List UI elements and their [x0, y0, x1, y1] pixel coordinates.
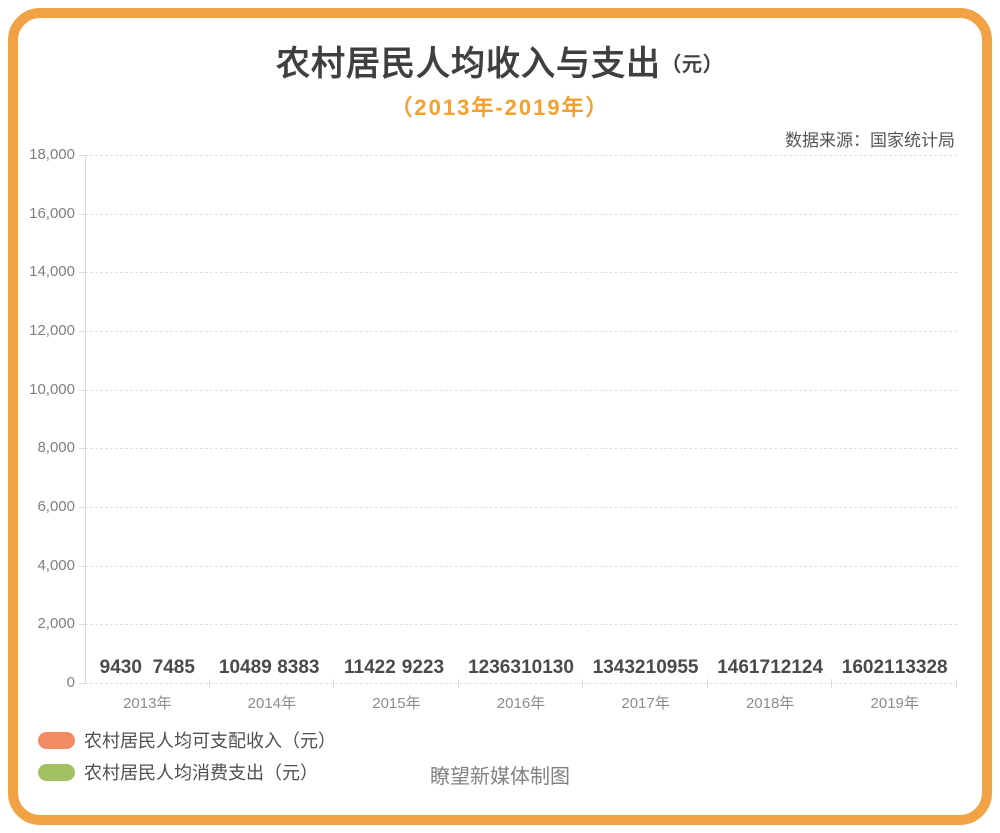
- legend-label-expense: 农村居民人均消费支出（元）: [84, 763, 318, 783]
- expense-value-label: 8383: [277, 657, 320, 678]
- y-axis-label: 6,000: [37, 498, 75, 515]
- expense-value-label: 13328: [894, 657, 948, 678]
- legend-label-income: 农村居民人均可支配收入（元）: [84, 731, 336, 751]
- gridline-2000: [85, 624, 957, 626]
- income-value-label: 14617: [717, 657, 771, 678]
- bar-group: [708, 155, 833, 683]
- gridline-6000: [85, 507, 957, 508]
- gridline-4000: [85, 565, 957, 567]
- category-cell: 11422 9223 2015年: [334, 155, 459, 712]
- expense-color-swatch: [38, 763, 75, 781]
- y-axis-tick: [79, 331, 85, 332]
- x-axis-tick: [457, 679, 459, 688]
- x-axis-label: 2019年: [870, 695, 919, 712]
- x-axis-label: 2015年: [372, 695, 421, 712]
- income-value-label: 9430: [99, 657, 142, 678]
- y-axis-tick: [79, 507, 85, 508]
- value-label-pair: 13432 10955: [583, 657, 708, 679]
- data-source-note: 数据来源：国家统计局: [785, 131, 955, 150]
- y-axis-tick: [79, 624, 85, 626]
- x-axis-tick: [582, 679, 584, 688]
- y-axis-label: 14,000: [29, 263, 75, 281]
- y-axis-label: 18,000: [29, 146, 75, 163]
- x-axis-label: 2014年: [247, 695, 297, 712]
- credit-footer: 瞭望新媒体制图: [430, 766, 570, 788]
- y-axis-tick: [79, 683, 85, 684]
- y-axis-label: 16,000: [29, 204, 75, 222]
- x-axis-label: 2016年: [496, 695, 546, 712]
- bar-group: [459, 155, 584, 683]
- income-color-swatch: [38, 731, 75, 749]
- value-label-pair: 11422 9223: [334, 657, 459, 679]
- expense-value-label: 10955: [645, 657, 699, 678]
- category-cell: 16021 13328 2019年: [832, 155, 957, 712]
- income-value-label: 13432: [592, 657, 646, 678]
- bar-group: [210, 155, 335, 683]
- chart-legend: 农村居民人均可支配收入（元） 农村居民人均消费支出（元）: [38, 729, 336, 793]
- income-value-label: 16021: [841, 657, 895, 678]
- category-cell: 12363 10130 2016年: [459, 155, 584, 712]
- x-axis-tick: [831, 679, 833, 688]
- gridline-12000: [85, 331, 957, 332]
- x-axis-label: 2017年: [621, 695, 670, 712]
- legend-item-income: 农村居民人均可支配收入（元）: [38, 729, 336, 751]
- x-axis-tick: [955, 679, 957, 688]
- bar-chart-plot-area: 0 2,000 4,000 6,000 8,000 10,000 12,000 14,000 1…: [29, 146, 957, 712]
- value-label-pair: 14617 12124: [708, 657, 833, 679]
- y-axis-label: 8,000: [37, 439, 75, 457]
- y-axis-tick: [79, 389, 85, 391]
- value-label-pair: 9430 7485: [85, 657, 210, 679]
- value-label-pair: 12363 10130: [459, 657, 584, 679]
- x-axis-label: 2018年: [745, 695, 795, 712]
- y-axis-label: 4,000: [37, 556, 75, 574]
- chart-subtitle: （2013年-2019年）: [390, 95, 610, 120]
- gridline-18000: [85, 155, 957, 156]
- income-value-label: 12363: [468, 657, 521, 678]
- gridline-14000: [85, 272, 957, 274]
- bar-group: [85, 155, 210, 683]
- y-axis-line: [85, 155, 86, 683]
- value-label-pair: 10489 8383: [210, 657, 335, 679]
- page-title: 农村居民人均收入与支出（元）: [0, 36, 1000, 85]
- x-axis-tick: [208, 679, 210, 688]
- income-value-label: 10489: [218, 657, 272, 678]
- y-axis-tick: [79, 213, 85, 215]
- category-cell: 10489 8383 2014年: [210, 155, 335, 712]
- page-title-unit: （元）: [661, 54, 724, 76]
- y-axis-tick: [79, 272, 85, 274]
- bar-group: [334, 155, 459, 683]
- y-axis-label: 2,000: [37, 615, 75, 633]
- y-axis-tick: [79, 565, 85, 567]
- expense-value-label: 7485: [152, 657, 195, 678]
- expense-value-label: 10130: [521, 657, 574, 678]
- gridline-0: [85, 683, 957, 684]
- legend-item-expense: 农村居民人均消费支出（元）: [38, 761, 336, 783]
- y-axis-label: 0: [66, 674, 75, 691]
- gridline-8000: [85, 448, 957, 450]
- page-title-text: 农村居民人均收入与支出: [276, 45, 661, 83]
- category-cell: 13432 10955 2017年: [583, 155, 708, 712]
- category-cell: 14617 12124 2018年: [708, 155, 833, 712]
- x-axis-tick: [706, 679, 708, 688]
- y-axis-tick: [79, 448, 85, 450]
- expense-value-label: 12124: [770, 657, 824, 678]
- income-value-label: 11422: [344, 657, 396, 678]
- y-axis-label: 10,000: [29, 380, 75, 398]
- y-axis-label: 12,000: [29, 322, 75, 339]
- bar-group: [832, 155, 957, 683]
- bar-group: [583, 155, 708, 683]
- expense-value-label: 9223: [401, 657, 445, 678]
- y-axis-tick: [79, 155, 85, 156]
- gridline-10000: [85, 389, 957, 391]
- x-axis-label: 2013年: [123, 695, 172, 712]
- category-cell: 9430 7485 2013年: [85, 155, 210, 712]
- x-axis-tick: [333, 679, 335, 688]
- gridline-16000: [85, 213, 957, 215]
- value-label-pair: 16021 13328: [832, 657, 957, 679]
